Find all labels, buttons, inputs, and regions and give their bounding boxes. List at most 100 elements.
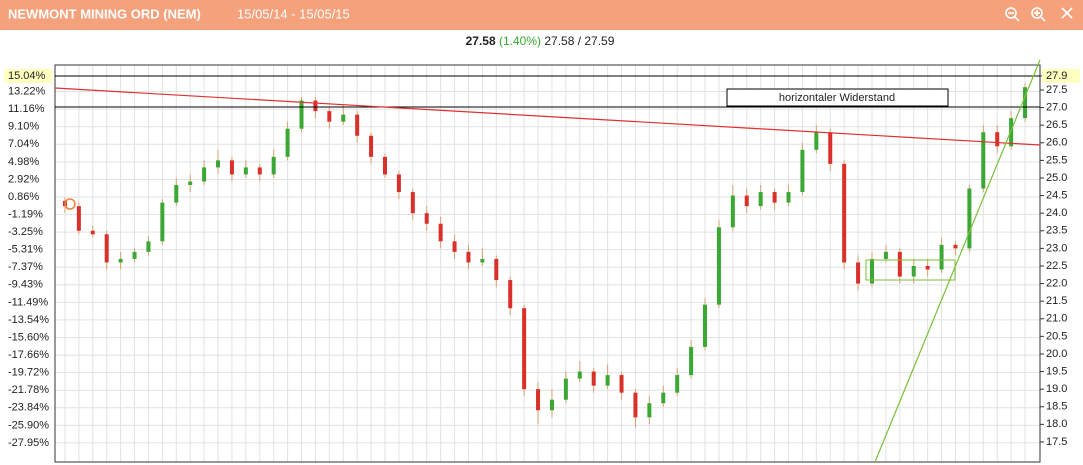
candle-body [216, 160, 221, 168]
candle-body [90, 230, 95, 235]
y-tick-label: 15.04% [8, 70, 46, 82]
candle-body [856, 262, 861, 284]
y-tick-label: -21.78% [8, 384, 49, 396]
quote-line: 27.58 (1.40%) 27.58 / 27.59 [466, 34, 615, 48]
y2-tick-label: 21.0 [1046, 313, 1067, 325]
trend-line [54, 87, 1041, 146]
marker [64, 198, 76, 210]
candle-body [438, 223, 443, 242]
y2-tick-label: 25.5 [1046, 154, 1067, 166]
candle-body [911, 265, 916, 277]
candle-body [132, 251, 137, 259]
y-tick-label: 0.86% [8, 191, 39, 203]
annotation: horizontaler Widerstand [779, 92, 895, 104]
y-tick-label: -1.19% [8, 208, 43, 220]
candle-body [396, 174, 401, 193]
candle-body [174, 185, 179, 203]
y-tick-label: -9.43% [8, 279, 43, 291]
candle-body [118, 258, 123, 263]
candle-body [591, 371, 596, 386]
candle-body [160, 202, 165, 242]
y2-tick-label: 20.0 [1046, 348, 1067, 360]
candle-body [382, 156, 387, 175]
y-tick-label: -27.95% [8, 437, 49, 449]
y2-tick-label: 21.5 [1046, 295, 1067, 307]
candle-body [202, 167, 207, 182]
y2-tick-label: 23.5 [1046, 225, 1067, 237]
candle-body [76, 206, 81, 231]
candle-body [313, 100, 318, 112]
y2-tick-label: 19.0 [1046, 383, 1067, 395]
y2-tick-label: 22.0 [1046, 277, 1067, 289]
candle-body [953, 244, 958, 249]
candle-body [869, 258, 874, 284]
y2-tick-label: 23.0 [1046, 242, 1067, 254]
candle-body [758, 192, 763, 207]
y-tick-label: -5.31% [8, 244, 43, 256]
plot-area: 15.04% 13.22% 11.16% 9.10% 7.04% 4.98% 2.92% 0.… [4, 64, 1080, 463]
y-tick-label: -11.49% [8, 296, 48, 308]
candle-body [744, 195, 749, 207]
header-period: 15/05/14 - 15/05/15 [237, 6, 350, 21]
y-tick-label: -7.37% [8, 261, 43, 273]
y-tick-label: 4.98% [8, 156, 39, 168]
y-tick-label: -15.60% [8, 331, 49, 343]
y2-tick-label: 20.5 [1046, 330, 1067, 342]
y2-tick-label: 24.5 [1046, 189, 1067, 201]
candle-body [508, 280, 513, 309]
y-tick-label: -13.54% [8, 314, 49, 326]
candle-body [647, 403, 652, 418]
candle-body [814, 132, 819, 150]
zoom-in[interactable] [1031, 7, 1046, 22]
zoom-out[interactable] [1005, 7, 1020, 22]
candle-body [661, 392, 666, 404]
candle-body [327, 111, 332, 122]
candle-body [341, 114, 346, 122]
y2-tick-label: 19.5 [1046, 365, 1067, 377]
candle-body [716, 227, 721, 305]
candle-body [619, 375, 624, 393]
header-title: NEWMONT MINING ORD (NEM) [8, 6, 201, 21]
candle-body [563, 378, 568, 400]
y-tick-label: -17.66% [8, 349, 49, 361]
candle-body [967, 188, 972, 249]
candle-body [188, 181, 193, 186]
y-tick-label: -25.90% [8, 419, 49, 431]
candle-body [452, 241, 457, 252]
quote-change: (1.40%) [499, 34, 541, 48]
y-tick-label: -3.25% [8, 226, 43, 238]
candle-body [633, 392, 638, 418]
candle-body [786, 192, 791, 203]
y-tick-label: 7.04% [8, 138, 39, 150]
candle-body [494, 258, 499, 281]
y2-tick-label: 22.5 [1046, 260, 1067, 272]
candle-body [842, 163, 847, 263]
y-tick-label: -23.84% [8, 402, 49, 414]
candle-body [1023, 87, 1028, 119]
close-button[interactable] [1061, 7, 1073, 19]
y2-tick-label: 27.9 [1046, 70, 1067, 82]
candle-body [995, 132, 1000, 147]
drawings: horizontaler Widerstand [54, 59, 1041, 463]
candle-body [229, 160, 234, 175]
header-bar [0, 0, 1083, 30]
y-tick-label: 9.10% [8, 121, 39, 133]
y-tick-label: 11.16% [8, 103, 45, 115]
candle-body [605, 375, 610, 386]
candle-body [703, 304, 708, 347]
annotation-box [726, 88, 949, 107]
candle-body [369, 135, 374, 157]
trend-line [874, 59, 1041, 463]
range-box [865, 259, 956, 281]
candle-body [772, 192, 777, 203]
y-tick-label: 2.92% [8, 173, 39, 185]
candle-body [730, 195, 735, 228]
candle-body [257, 167, 262, 175]
y2-tick-label: 25.0 [1046, 172, 1067, 184]
y2-tick-label: 18.0 [1046, 418, 1067, 430]
candle-body [577, 371, 582, 379]
candle-body [466, 251, 471, 263]
candle-body [828, 132, 833, 164]
